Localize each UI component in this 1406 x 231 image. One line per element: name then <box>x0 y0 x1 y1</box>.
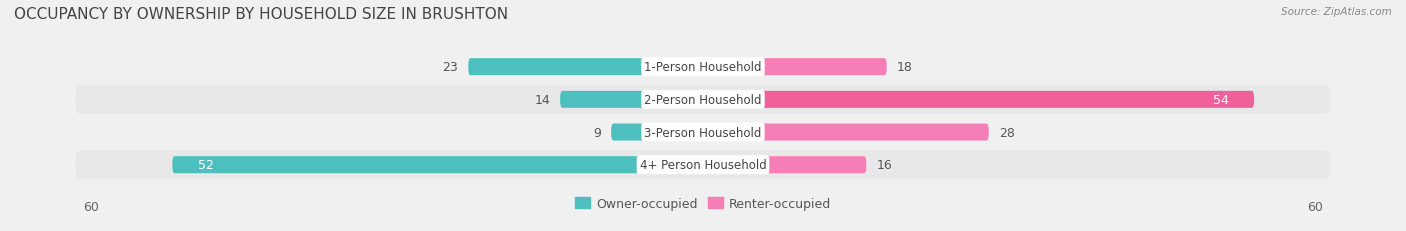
Text: 4+ Person Household: 4+ Person Household <box>640 158 766 171</box>
FancyBboxPatch shape <box>76 53 1330 82</box>
Text: 23: 23 <box>443 61 458 74</box>
Legend: Owner-occupied, Renter-occupied: Owner-occupied, Renter-occupied <box>569 192 837 215</box>
FancyBboxPatch shape <box>703 91 1254 108</box>
Text: 9: 9 <box>593 126 600 139</box>
FancyBboxPatch shape <box>173 157 703 173</box>
Text: 1-Person Household: 1-Person Household <box>644 61 762 74</box>
Text: 16: 16 <box>876 158 893 171</box>
FancyBboxPatch shape <box>76 85 1330 114</box>
FancyBboxPatch shape <box>703 124 988 141</box>
FancyBboxPatch shape <box>703 157 866 173</box>
FancyBboxPatch shape <box>703 59 887 76</box>
FancyBboxPatch shape <box>76 151 1330 179</box>
Text: 18: 18 <box>897 61 912 74</box>
FancyBboxPatch shape <box>76 118 1330 147</box>
Text: 28: 28 <box>998 126 1015 139</box>
Text: Source: ZipAtlas.com: Source: ZipAtlas.com <box>1281 7 1392 17</box>
Text: 52: 52 <box>198 158 214 171</box>
Text: 2-Person Household: 2-Person Household <box>644 93 762 106</box>
Text: 54: 54 <box>1212 93 1229 106</box>
Text: 3-Person Household: 3-Person Household <box>644 126 762 139</box>
Text: OCCUPANCY BY OWNERSHIP BY HOUSEHOLD SIZE IN BRUSHTON: OCCUPANCY BY OWNERSHIP BY HOUSEHOLD SIZE… <box>14 7 508 22</box>
Text: 14: 14 <box>534 93 550 106</box>
FancyBboxPatch shape <box>560 91 703 108</box>
FancyBboxPatch shape <box>468 59 703 76</box>
FancyBboxPatch shape <box>612 124 703 141</box>
